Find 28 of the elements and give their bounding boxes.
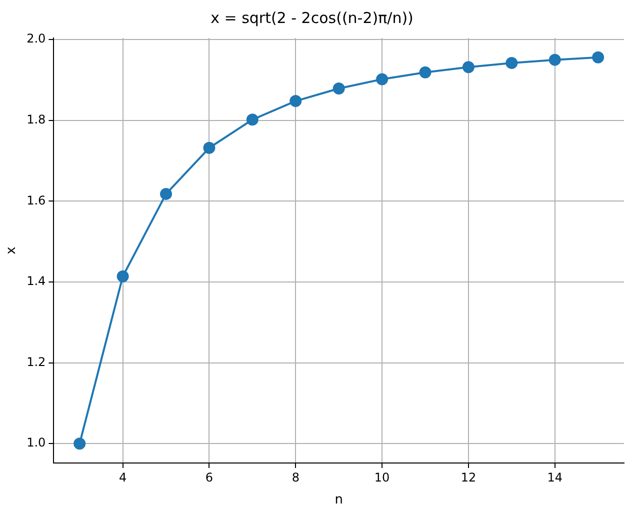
x-tick-label: 6: [205, 470, 214, 484]
point: [290, 95, 302, 108]
point: [506, 57, 518, 70]
y-tick-label: 1.0: [26, 436, 46, 450]
point: [419, 66, 432, 78]
y-tick-label: 2.0: [26, 32, 46, 46]
y-axis-title: x: [4, 246, 20, 254]
x-axis-title: n: [334, 492, 343, 508]
point: [332, 82, 345, 94]
point: [246, 114, 258, 126]
point: [462, 61, 474, 74]
point: [74, 438, 86, 450]
x-tick-label: 14: [547, 470, 563, 484]
point: [203, 142, 216, 154]
x-tick-label: 12: [460, 470, 476, 484]
y-tick-label: 1.8: [26, 112, 46, 127]
y-tick-label: 1.2: [26, 354, 46, 369]
point: [160, 188, 172, 200]
x-tick-label: 10: [374, 470, 390, 484]
y-tick-label: 1.4: [26, 274, 46, 288]
point: [116, 270, 129, 282]
point: [548, 54, 561, 66]
point: [592, 51, 604, 64]
point: [376, 73, 388, 86]
chart-title: x = sqrt(2 - 2cos((n-2)π/n)): [210, 8, 414, 27]
y-tick-label: 1.6: [26, 193, 46, 208]
x-tick-label: 8: [292, 470, 300, 484]
x-tick-label: 4: [118, 470, 127, 484]
